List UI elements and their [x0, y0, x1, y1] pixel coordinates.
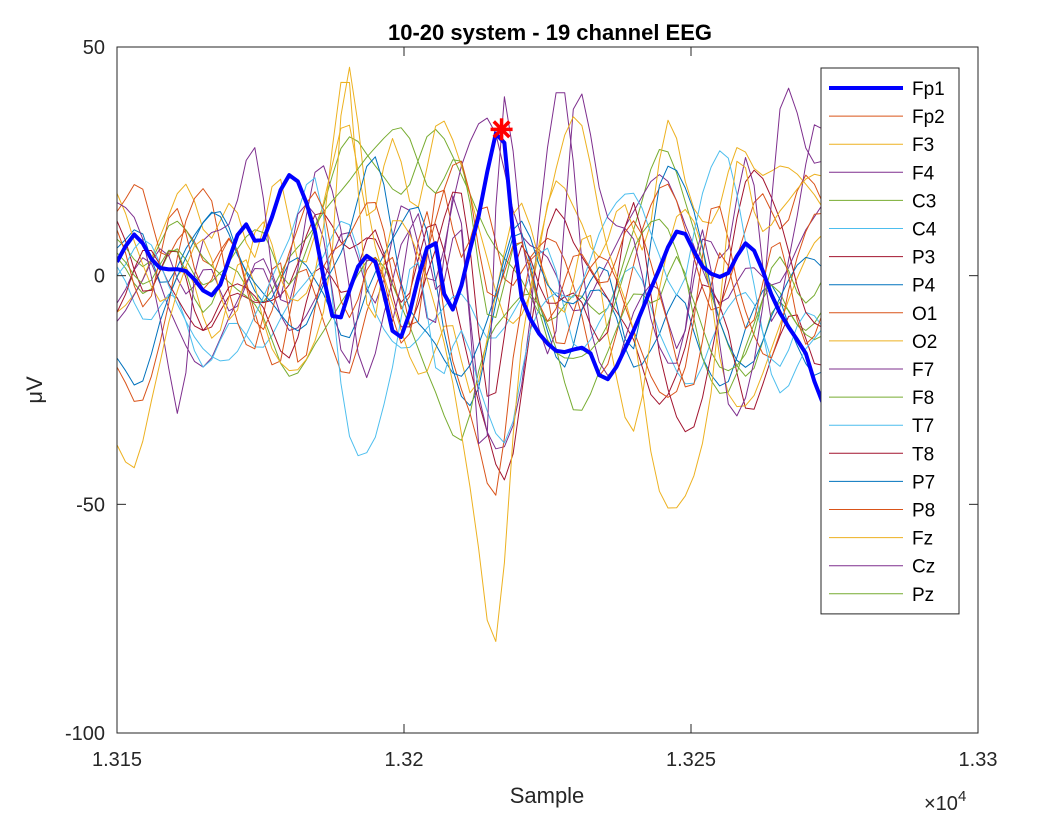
series-line-f8: [117, 220, 841, 441]
chart-title: 10-20 system - 19 channel EEG: [388, 20, 712, 45]
legend-label: O2: [912, 332, 937, 353]
legend-label: Fz: [912, 529, 933, 550]
y-tick-label: 0: [94, 266, 105, 288]
y-tick-label: -50: [76, 494, 105, 516]
legend-entry-t8: T8: [829, 444, 934, 465]
peak-marker: [490, 118, 513, 141]
legend-entry-p4: P4: [829, 276, 936, 297]
series-line-f7: [117, 92, 841, 450]
legend-entry-f7: F7: [829, 360, 934, 381]
y-tick-label: 50: [83, 37, 105, 59]
x-axis-label: Sample: [510, 783, 585, 808]
series-line-f3: [117, 81, 841, 642]
legend-label: Fp1: [912, 79, 945, 100]
legend-label: Cz: [912, 557, 935, 578]
legend-entry-fp1: Fp1: [829, 79, 945, 100]
series-line-c3: [117, 127, 841, 372]
marker-stroke: [492, 120, 511, 139]
legend-entry-o1: O1: [829, 304, 937, 325]
x-tick-label: 1.325: [666, 749, 716, 771]
legend-label: F8: [912, 388, 934, 409]
series-line-fp2: [117, 160, 841, 388]
axes: 1.315 1.32 1.325 1.33 -100 -50 0 50: [65, 37, 998, 771]
axes-box: [116, 46, 979, 734]
legend-entry-c3: C3: [829, 191, 936, 212]
legend-entry-o2: O2: [829, 332, 937, 353]
legend-label: Pz: [912, 585, 934, 606]
legend-label: P4: [912, 276, 936, 297]
series-line-f4: [117, 87, 841, 445]
legend-entry-p3: P3: [829, 248, 935, 269]
x-exponent-label: ×104: [924, 788, 966, 815]
legend-entry-fz: Fz: [829, 529, 933, 550]
x-tick-label: 1.33: [959, 749, 998, 771]
legend-entry-c4: C4: [829, 220, 937, 241]
legend-label: T7: [912, 416, 934, 437]
legend-entry-p7: P7: [829, 472, 935, 493]
series-line-p4: [117, 156, 841, 386]
legend-label: T8: [912, 444, 934, 465]
legend-entry-p8: P8: [829, 501, 935, 522]
series-line-o1: [117, 188, 841, 496]
series-line-fp1: [117, 131, 841, 409]
series-line-c4: [117, 150, 841, 457]
series-line-cz: [117, 117, 841, 368]
legend-entry-fp2: Fp2: [829, 107, 945, 128]
legend-entry-f4: F4: [829, 163, 935, 184]
legend-label: O1: [912, 304, 937, 325]
legend-entry-f3: F3: [829, 135, 934, 156]
legend-label: P3: [912, 248, 935, 269]
legend-label: F7: [912, 360, 934, 381]
legend-label: C3: [912, 191, 936, 212]
legend-entry-pz: Pz: [829, 585, 934, 606]
y-axis-label: μV: [22, 376, 47, 404]
x-exponent-base: ×10: [924, 793, 958, 815]
x-tick-label: 1.315: [92, 749, 142, 771]
series-line-o2: [117, 66, 841, 432]
legend-label: Fp2: [912, 107, 945, 128]
legend: Fp1 Fp2 F3 F4 C3 C4 P3 P4 O1 O2 F7 F8 T7 T8 P7 P8 Fz Cz Pz: [820, 67, 960, 615]
legend-label: C4: [912, 220, 937, 241]
legend-entry-f8: F8: [829, 388, 934, 409]
x-exponent-power: 4: [958, 788, 966, 805]
legend-entry-cz: Cz: [829, 557, 935, 578]
x-tick-label: 1.32: [385, 749, 424, 771]
legend-label: F4: [912, 163, 935, 184]
legend-label: P7: [912, 472, 935, 493]
series-lines: [117, 66, 841, 642]
legend-label: P8: [912, 501, 935, 522]
legend-entry-t7: T7: [829, 416, 934, 437]
legend-label: F3: [912, 135, 934, 156]
y-tick-label: -100: [65, 723, 105, 745]
